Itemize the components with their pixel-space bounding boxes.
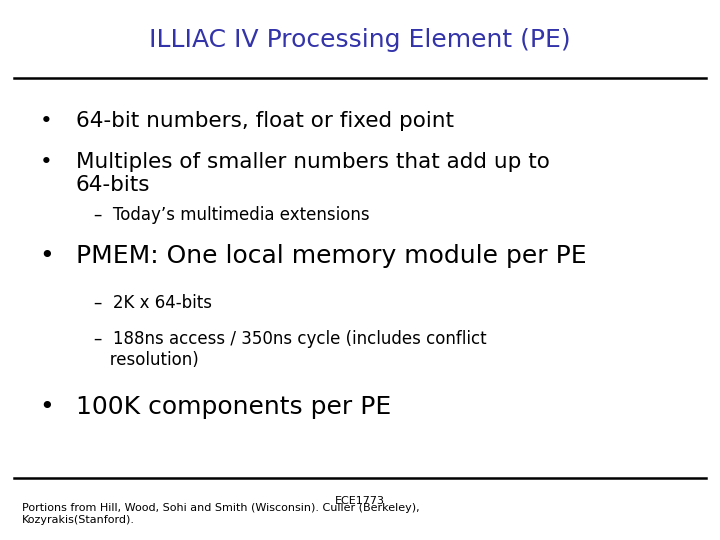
Text: •: • bbox=[40, 244, 54, 268]
Text: –  188ns access / 350ns cycle (includes conflict
   resolution): – 188ns access / 350ns cycle (includes c… bbox=[94, 330, 486, 369]
Text: ILLIAC IV Processing Element (PE): ILLIAC IV Processing Element (PE) bbox=[149, 29, 571, 52]
Text: •: • bbox=[40, 111, 53, 131]
Text: Multiples of smaller numbers that add up to
64-bits: Multiples of smaller numbers that add up… bbox=[76, 152, 549, 195]
Text: Portions from Hill, Wood, Sohi and Smith (Wisconsin). Culler (Berkeley),
Kozyrak: Portions from Hill, Wood, Sohi and Smith… bbox=[22, 503, 419, 525]
Text: –  2K x 64-bits: – 2K x 64-bits bbox=[94, 294, 212, 312]
Text: 100K components per PE: 100K components per PE bbox=[76, 395, 391, 419]
Text: PMEM: One local memory module per PE: PMEM: One local memory module per PE bbox=[76, 244, 586, 268]
Text: 64-bit numbers, float or fixed point: 64-bit numbers, float or fixed point bbox=[76, 111, 454, 131]
Text: –  Today’s multimedia extensions: – Today’s multimedia extensions bbox=[94, 206, 369, 224]
Text: •: • bbox=[40, 152, 53, 172]
Text: ECE1773: ECE1773 bbox=[335, 496, 385, 505]
Text: •: • bbox=[40, 395, 54, 419]
